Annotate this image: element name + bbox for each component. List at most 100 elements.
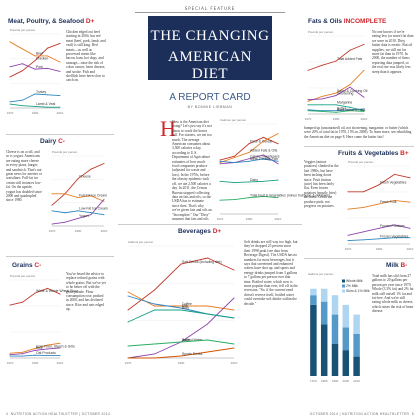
- data-point: [47, 55, 48, 57]
- x-tick-label: 2000: [342, 379, 349, 383]
- byline: BY BONNIE LIEBMAN: [187, 105, 233, 109]
- data-point: [207, 351, 208, 353]
- grains-grade: C-: [34, 262, 42, 269]
- data-point: [180, 305, 182, 307]
- series-line: [51, 163, 105, 206]
- data-point: [277, 163, 279, 165]
- calorie-chart: Calories per person 1970 1990 2010 Flour & C…: [216, 118, 330, 222]
- data-point: [154, 305, 155, 307]
- data-point: [248, 151, 250, 153]
- x-tick-label: 1970: [7, 361, 14, 365]
- series-label: Flour & Cereal: [250, 139, 272, 143]
- data-point: [248, 143, 250, 145]
- data-point: [127, 357, 129, 359]
- data-point: [59, 42, 61, 44]
- series-label: Salad & Cooking Oil: [337, 89, 368, 93]
- data-point: [378, 184, 380, 186]
- data-point: [154, 303, 155, 305]
- data-point: [207, 313, 208, 315]
- data-point: [90, 168, 92, 170]
- x-tick-label: 1970: [310, 379, 317, 383]
- series-label: Margarine: [337, 101, 352, 105]
- x-tick-label: 1990: [32, 111, 39, 115]
- series-line: [127, 309, 235, 323]
- data-point: [34, 349, 36, 351]
- data-point: [277, 160, 279, 162]
- divider: [6, 134, 114, 135]
- data-point: [34, 354, 36, 356]
- bar-segment: [310, 304, 317, 376]
- data-point: [34, 292, 36, 294]
- data-point: [34, 55, 36, 57]
- axis-label: Pounds per person: [10, 274, 36, 278]
- beverages-section-title: Beverages D+: [178, 228, 221, 235]
- milk-grade: B-: [400, 262, 408, 269]
- data-point: [378, 238, 380, 240]
- series-line: [307, 70, 365, 102]
- data-point: [321, 95, 323, 97]
- data-point: [409, 177, 411, 179]
- series-label: Frozen Potatoes: [380, 224, 405, 228]
- fruits-section-title: Fruits & Vegetables B+: [338, 150, 409, 157]
- bar-segment: [353, 333, 360, 357]
- x-tick-label: 2010: [353, 379, 360, 383]
- series-label: Milk: [182, 304, 188, 308]
- data-point: [22, 353, 23, 355]
- series-label: Frozen Vegetables: [380, 235, 409, 239]
- bar-segment: [342, 304, 350, 328]
- beverages-chart: Gallons per person 1970 1990 2010 Soft Drink…: [124, 240, 238, 366]
- bar-segment: [320, 324, 328, 376]
- x-tick-label: 2010: [275, 217, 282, 221]
- x-tick-label: 1990: [178, 361, 185, 365]
- meat-text: Chicken edged out beef starting in 2004,…: [66, 30, 106, 83]
- data-point: [263, 140, 264, 142]
- footer-left-text: NUTRITION ACTION HEALTHLETTER | OCTOBER …: [10, 412, 111, 416]
- data-point: [90, 214, 92, 216]
- data-point: [363, 231, 364, 233]
- footer-left: 4 NUTRITION ACTION HEALTHLETTER | OCTOBE…: [6, 412, 110, 416]
- data-point: [233, 343, 235, 345]
- data-point: [51, 193, 53, 195]
- series-label: Butter: [337, 106, 347, 110]
- meat-section-title: Meat, Poultry, & Seafood D+: [8, 18, 94, 25]
- series-label: Low-Fat Ice Cream: [79, 207, 108, 211]
- data-point: [233, 309, 235, 311]
- data-point: [335, 111, 337, 113]
- data-point: [263, 158, 264, 160]
- data-point: [90, 195, 92, 197]
- legend-swatch: [342, 289, 345, 293]
- data-point: [307, 110, 309, 112]
- dairy-grade: C-: [58, 138, 65, 145]
- top-rule: [135, 12, 285, 13]
- data-point: [77, 210, 79, 212]
- dairy-title: Dairy: [40, 138, 57, 145]
- title-line-2: AMERICAN DIET: [167, 49, 252, 82]
- milk-title: Milk: [386, 262, 399, 269]
- bar-segment: [310, 295, 317, 305]
- axis-label: Gallons per person: [128, 240, 154, 244]
- data-point: [234, 182, 235, 184]
- series-line: [127, 297, 235, 359]
- bar-segment: [310, 288, 317, 296]
- data-point: [47, 67, 48, 69]
- data-point: [234, 199, 235, 201]
- data-point: [59, 347, 61, 349]
- axis-label: Pounds per person: [10, 28, 36, 32]
- data-point: [22, 99, 23, 101]
- series-label: Total Added Fats: [337, 57, 363, 61]
- data-point: [34, 347, 36, 349]
- series-label: Caloric Sweeteners: [250, 155, 280, 159]
- bar-segment: [342, 350, 350, 376]
- data-point: [9, 354, 11, 356]
- axis-label: Pounds per person: [52, 150, 78, 154]
- data-point: [349, 86, 351, 88]
- data-point: [77, 197, 79, 199]
- title-banner: THE CHANGING AMERICAN DIET: [148, 16, 272, 82]
- data-point: [349, 106, 351, 108]
- beverages-text: Soft drinks are still way too high, but …: [244, 240, 298, 306]
- data-point: [347, 191, 349, 193]
- series-label: Beer: [182, 306, 190, 310]
- x-tick-label: 1970: [345, 247, 352, 251]
- data-point: [59, 106, 61, 108]
- data-point: [394, 199, 395, 201]
